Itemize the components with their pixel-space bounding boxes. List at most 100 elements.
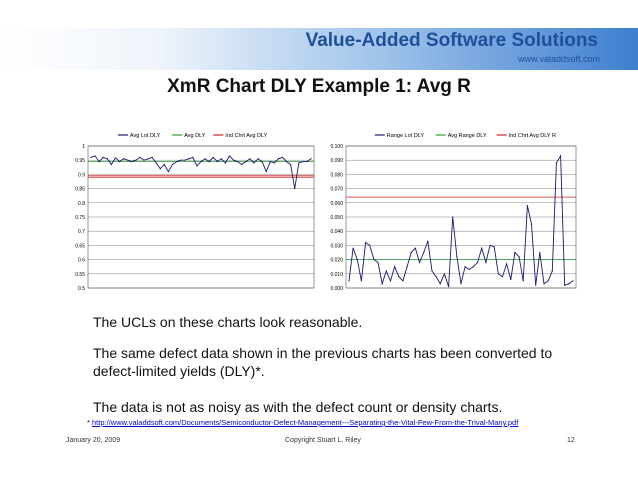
data-point bbox=[443, 273, 446, 275]
data-point bbox=[431, 270, 433, 272]
chart-0-svg: Avg Lot DLY Avg DLY Ind Chrt Avg DLY 1 0.95 0… bbox=[75, 133, 315, 292]
data-point bbox=[180, 159, 182, 161]
data-point bbox=[220, 158, 222, 160]
data-point bbox=[555, 162, 558, 164]
data-point bbox=[364, 241, 367, 244]
y-tick-label: 0.030 bbox=[330, 243, 343, 249]
header-banner bbox=[0, 28, 638, 70]
y-tick-label: 0.5 bbox=[78, 286, 85, 292]
y-tick-label: 0.85 bbox=[75, 187, 85, 193]
data-point bbox=[102, 156, 104, 158]
data-point bbox=[385, 270, 387, 272]
y-tick-label: 0.95 bbox=[75, 158, 85, 164]
data-point bbox=[394, 266, 396, 268]
data-point bbox=[485, 261, 487, 264]
y-tick-label: 0.020 bbox=[330, 258, 343, 264]
data-point bbox=[139, 156, 141, 158]
data-point bbox=[90, 156, 92, 158]
series-line bbox=[90, 155, 312, 189]
data-point bbox=[406, 266, 408, 268]
data-point bbox=[204, 158, 206, 160]
data-point bbox=[402, 280, 404, 282]
data-point bbox=[216, 161, 218, 163]
data-point bbox=[464, 266, 466, 268]
y-tick-label: 1 bbox=[82, 144, 85, 150]
data-point bbox=[377, 261, 379, 264]
data-point bbox=[98, 161, 100, 163]
y-tick-label: 0.090 bbox=[330, 158, 343, 164]
data-point bbox=[522, 280, 524, 282]
legend-label: Avg DLY bbox=[184, 133, 206, 139]
data-point bbox=[273, 162, 275, 164]
data-point bbox=[208, 161, 210, 163]
data-point bbox=[147, 158, 149, 160]
data-point bbox=[356, 259, 358, 261]
data-point bbox=[310, 158, 312, 160]
footnote-mark: * bbox=[87, 418, 90, 427]
data-point bbox=[106, 158, 108, 160]
body-text-conversion: The same defect data shown in the previo… bbox=[93, 345, 553, 379]
y-tick-label: 0.010 bbox=[330, 272, 343, 278]
data-point bbox=[171, 163, 174, 166]
data-point bbox=[418, 261, 421, 264]
data-point bbox=[369, 244, 371, 246]
data-point bbox=[110, 163, 112, 166]
data-point bbox=[290, 163, 292, 166]
data-point bbox=[261, 161, 263, 163]
legend-label: Avg Lot DLY bbox=[130, 133, 161, 139]
data-point bbox=[281, 156, 284, 158]
series-line bbox=[348, 154, 574, 287]
data-point bbox=[232, 159, 235, 161]
data-point bbox=[381, 283, 383, 285]
data-point bbox=[472, 266, 475, 268]
legend-label: Ind Chrt Avg DLY bbox=[225, 133, 267, 139]
data-point bbox=[163, 163, 165, 166]
data-point bbox=[572, 280, 574, 282]
data-point bbox=[131, 161, 133, 163]
data-point bbox=[493, 246, 495, 248]
data-point bbox=[224, 162, 227, 164]
data-point bbox=[352, 247, 354, 249]
data-point bbox=[564, 284, 566, 286]
data-point bbox=[237, 161, 239, 163]
brand-url: www.valaddsoft.com bbox=[517, 54, 600, 64]
data-point bbox=[285, 161, 288, 163]
data-point bbox=[143, 159, 145, 161]
y-tick-label: 0.050 bbox=[330, 215, 343, 221]
data-point bbox=[127, 159, 129, 161]
y-tick-label: 0.040 bbox=[330, 229, 343, 235]
data-point bbox=[302, 161, 304, 163]
avg-dly-chart: Avg Lot DLY Avg DLY Ind Chrt Avg DLY 1 0.95 0… bbox=[60, 128, 320, 298]
data-point bbox=[439, 283, 441, 285]
data-point bbox=[414, 247, 416, 249]
data-point bbox=[373, 259, 375, 261]
footer-copyright: Copyright Stuart L. Riley bbox=[285, 437, 361, 444]
data-point bbox=[456, 256, 458, 258]
data-point bbox=[249, 158, 251, 160]
data-point bbox=[535, 284, 537, 286]
data-point bbox=[298, 162, 300, 164]
data-point bbox=[196, 165, 198, 167]
data-point bbox=[518, 256, 520, 258]
data-point bbox=[269, 161, 271, 163]
range-dly-chart: Range Lot DLY Avg Range DLY Ind Chrt Avg D… bbox=[318, 128, 582, 298]
legend-label: Ind Chrt Avg DLY R bbox=[509, 133, 556, 139]
data-point bbox=[118, 161, 121, 163]
data-point bbox=[530, 223, 533, 225]
data-point bbox=[423, 251, 425, 254]
footnote: * http://www.valaddsoft.com/Documents/Se… bbox=[87, 418, 518, 427]
data-point bbox=[348, 280, 350, 282]
data-point bbox=[245, 161, 247, 163]
y-tick-label: 0.8 bbox=[78, 201, 85, 207]
data-point bbox=[435, 276, 437, 278]
data-point bbox=[501, 276, 504, 278]
footnote-link[interactable]: http://www.valaddsoft.com/Documents/Semi… bbox=[92, 418, 519, 427]
y-tick-label: 0.9 bbox=[78, 172, 85, 178]
data-point bbox=[294, 188, 296, 190]
data-point bbox=[94, 155, 96, 157]
data-point bbox=[447, 285, 450, 288]
data-point bbox=[452, 216, 454, 218]
data-point bbox=[539, 251, 541, 254]
data-point bbox=[543, 283, 545, 285]
data-point bbox=[241, 163, 243, 166]
